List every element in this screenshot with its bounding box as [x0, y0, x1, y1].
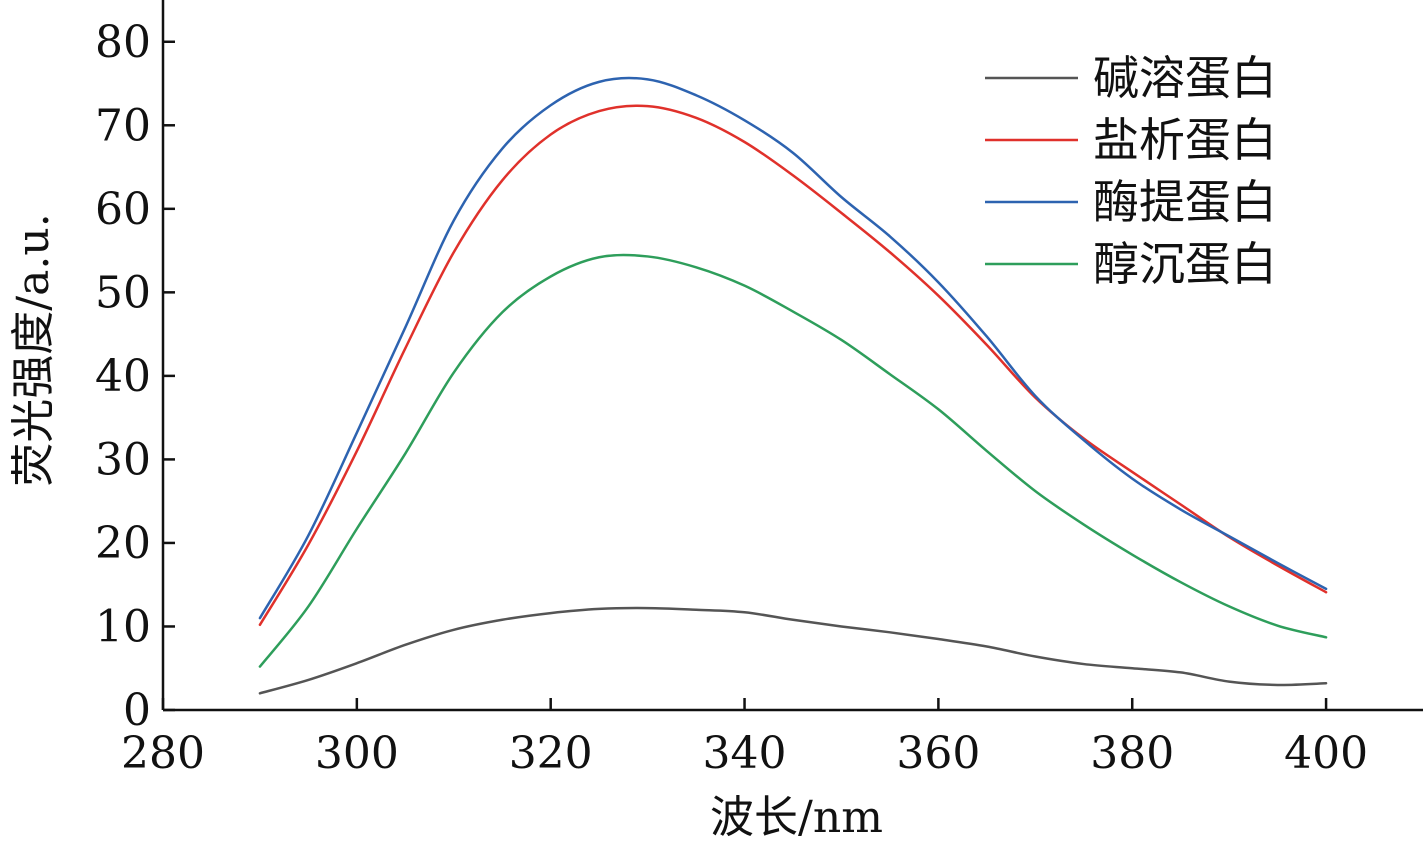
legend-label-4: 醇沉蛋白	[1093, 237, 1277, 291]
y-tick-label: 70	[95, 100, 151, 151]
x-ticks: 280 300 320 340 360 380 400	[121, 698, 1368, 779]
x-tick-label: 300	[315, 728, 399, 779]
series-line-1	[258, 606, 1328, 695]
y-tick-label: 40	[95, 351, 151, 402]
y-tick-label: 30	[95, 434, 151, 485]
y-tick-label: 20	[95, 518, 151, 569]
y-tick-label: 50	[95, 267, 151, 318]
x-tick-label: 320	[509, 728, 593, 779]
x-tick-label: 360	[896, 728, 980, 779]
x-tick-label: 380	[1090, 728, 1174, 779]
y-ticks: 0 10 20 30 40 50 60 70 80	[95, 17, 175, 736]
legend-label-3: 酶提蛋白	[1093, 175, 1277, 229]
y-tick-label: 0	[123, 685, 151, 736]
axes: 0 10 20 30 40 50 60 70 80 280 300 320 340 360 380 400	[95, 0, 1423, 779]
legend-label-2: 盐析蛋白	[1093, 113, 1277, 167]
y-tick-label: 60	[95, 184, 151, 235]
x-tick-label: 280	[121, 728, 205, 779]
x-tick-label: 400	[1284, 728, 1368, 779]
y-tick-label: 80	[95, 17, 151, 68]
legend-label-1: 碱溶蛋白	[1093, 51, 1277, 105]
plot-lines	[258, 76, 1328, 695]
series-line-2	[258, 104, 1328, 627]
series-line-4	[258, 253, 1328, 668]
series-line-3	[258, 76, 1328, 620]
y-axis-title: 荧光强度/a.u.	[8, 213, 59, 486]
x-axis-title: 波长/nm	[710, 792, 883, 843]
y-tick-label: 10	[95, 601, 151, 652]
x-tick-label: 340	[703, 728, 787, 779]
